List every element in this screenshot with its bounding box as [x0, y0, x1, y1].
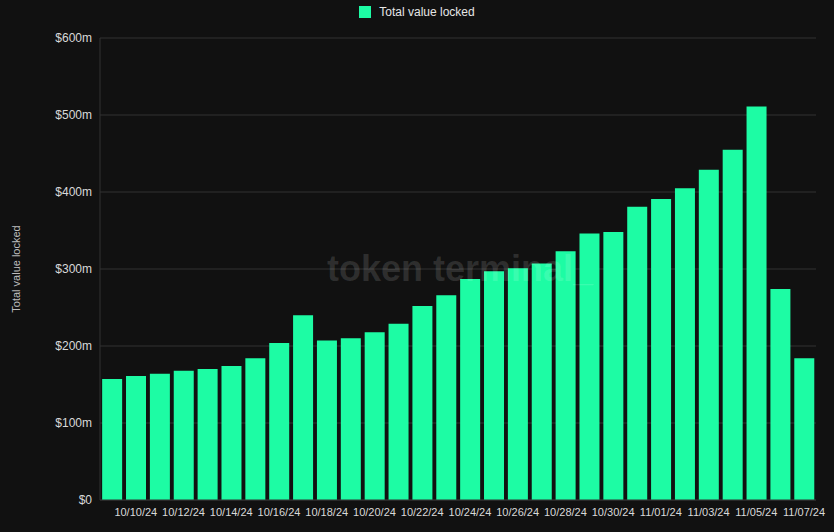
svg-text:$300m: $300m — [55, 262, 92, 276]
html-text:Total value locked: Total value locked — [379, 5, 475, 19]
svg-text:10/14/24: 10/14/24 — [210, 506, 253, 518]
svg-text:10/16/24: 10/16/24 — [258, 506, 301, 518]
svg-text:$100m: $100m — [55, 416, 92, 430]
svg-text:10/10/24: 10/10/24 — [114, 506, 157, 518]
svg-text:$0: $0 — [79, 493, 93, 507]
svg-text:10/30/24: 10/30/24 — [592, 506, 635, 518]
svg-text:10/22/24: 10/22/24 — [401, 506, 444, 518]
svg-text:$600m: $600m — [55, 31, 92, 45]
svg-text:10/24/24: 10/24/24 — [449, 506, 492, 518]
svg-text:11/05/24: 11/05/24 — [735, 506, 777, 518]
svg-text:10/20/24: 10/20/24 — [353, 506, 396, 518]
svg-text:11/07/24: 11/07/24 — [783, 506, 825, 518]
svg-text:10/26/24: 10/26/24 — [496, 506, 539, 518]
svg-text:$200m: $200m — [55, 339, 92, 353]
svg-text:11/01/24: 11/01/24 — [640, 506, 682, 518]
svg-text:Total value locked: Total value locked — [10, 225, 22, 312]
html-text:token terminal_: token terminal_ — [327, 248, 593, 289]
svg-text:11/03/24: 11/03/24 — [688, 506, 730, 518]
svg-text:10/18/24: 10/18/24 — [305, 506, 348, 518]
svg-text:10/12/24: 10/12/24 — [162, 506, 205, 518]
svg-text:$500m: $500m — [55, 108, 92, 122]
svg-text:$400m: $400m — [55, 185, 92, 199]
svg-text:10/28/24: 10/28/24 — [544, 506, 587, 518]
